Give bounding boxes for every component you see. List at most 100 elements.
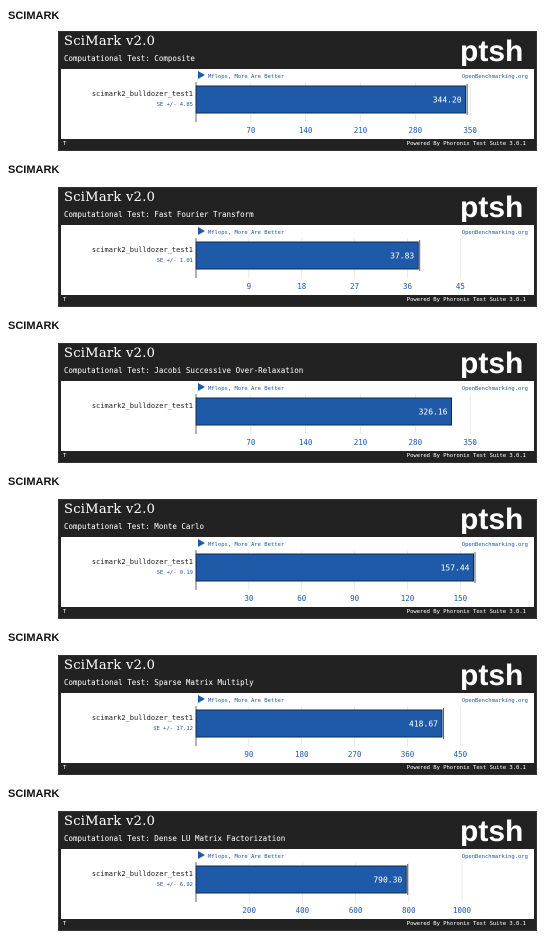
test-name: Computational Test: Fast Fourier Transfo… xyxy=(64,210,254,219)
unit-label: Mflops, More Are Better xyxy=(208,698,285,704)
tick-label: 450 xyxy=(454,750,468,759)
tick-label: 140 xyxy=(299,126,313,135)
benchmark-title: SciMark v2.0 xyxy=(64,814,156,829)
more-is-better-arrow-icon xyxy=(198,383,205,391)
benchmark-panel: SciMark v2.0 Computational Test: Dense L… xyxy=(58,811,537,931)
panel-header: SciMark v2.0 Computational Test: Dense L… xyxy=(59,812,536,848)
panel-footer: T Powered By Phoronix Test Suite 3.0.1 xyxy=(59,920,536,930)
svg-text:ptsh: ptsh xyxy=(460,191,523,222)
tick-label: 400 xyxy=(296,906,310,915)
tick-label: 18 xyxy=(297,282,307,291)
table-toggle[interactable]: T xyxy=(63,765,67,771)
tick-label: 270 xyxy=(348,750,362,759)
panel-footer: T Powered By Phoronix Test Suite 3.0.1 xyxy=(59,452,536,462)
tick-label: 36 xyxy=(403,282,413,291)
tick-label: 150 xyxy=(454,594,468,603)
benchmark-title: SciMark v2.0 xyxy=(64,190,156,205)
table-toggle[interactable]: T xyxy=(63,921,67,927)
svg-text:ptsh: ptsh xyxy=(460,503,523,534)
tick-label: 600 xyxy=(349,906,363,915)
powered-by-text: Powered By Phoronix Test Suite 3.0.1 xyxy=(406,765,526,771)
unit-label: Mflops, More Are Better xyxy=(208,854,285,860)
category-label: scimark2_bulldozer_test1 xyxy=(92,870,193,878)
bar-chart: Mflops, More Are Better OpenBenchmarking.… xyxy=(92,695,528,759)
chart-area: Mflops, More Are Better OpenBenchmarking.… xyxy=(61,69,534,139)
table-toggle[interactable]: T xyxy=(63,297,67,303)
panel-header: SciMark v2.0 Computational Test: Jacobi … xyxy=(59,344,536,380)
tick-label: 210 xyxy=(354,438,368,447)
chart-area: Mflops, More Are Better OpenBenchmarking.… xyxy=(61,693,534,763)
unit-label: Mflops, More Are Better xyxy=(208,542,285,548)
section-heading: SCIMARK xyxy=(8,164,60,176)
tick-label: 90 xyxy=(244,750,254,759)
powered-by-text: Powered By Phoronix Test Suite 3.0.1 xyxy=(406,609,526,615)
tick-label: 140 xyxy=(299,438,313,447)
bar-chart: Mflops, More Are Better OpenBenchmarking.… xyxy=(92,71,528,135)
chart-area: Mflops, More Are Better OpenBenchmarking.… xyxy=(61,849,534,919)
test-name: Computational Test: Composite xyxy=(64,54,195,63)
more-is-better-arrow-icon xyxy=(198,227,205,235)
data-label: 326.16 xyxy=(419,408,448,417)
more-is-better-arrow-icon xyxy=(198,539,205,547)
panel-footer: T Powered By Phoronix Test Suite 3.0.1 xyxy=(59,140,536,150)
test-name: Computational Test: Monte Carlo xyxy=(64,522,204,531)
pts-logo-icon: ptsh xyxy=(460,503,523,534)
tick-label: 70 xyxy=(246,126,256,135)
category-label: scimark2_bulldozer_test1 xyxy=(92,246,193,254)
benchmark-title: SciMark v2.0 xyxy=(64,658,156,673)
se-label: SE +/- 1.01 xyxy=(157,258,193,264)
powered-by-text: Powered By Phoronix Test Suite 3.0.1 xyxy=(406,141,526,147)
section-heading: SCIMARK xyxy=(8,10,60,22)
category-label: scimark2_bulldozer_test1 xyxy=(92,90,193,98)
unit-label: Mflops, More Are Better xyxy=(208,74,285,80)
table-toggle[interactable]: T xyxy=(63,609,67,615)
section-heading: SCIMARK xyxy=(8,476,60,488)
panel-footer: T Powered By Phoronix Test Suite 3.0.1 xyxy=(59,296,536,306)
bar-chart: Mflops, More Are Better OpenBenchmarking.… xyxy=(92,851,528,915)
benchmark-panel: SciMark v2.0 Computational Test: Composi… xyxy=(58,31,537,151)
tick-label: 800 xyxy=(402,906,416,915)
tick-label: 280 xyxy=(409,126,423,135)
tick-label: 90 xyxy=(350,594,360,603)
category-label: scimark2_bulldozer_test1 xyxy=(92,558,193,566)
powered-by-text: Powered By Phoronix Test Suite 3.0.1 xyxy=(406,921,526,927)
test-name: Computational Test: Jacobi Successive Ov… xyxy=(64,366,304,375)
tick-label: 45 xyxy=(456,282,465,291)
pts-logo-icon: ptsh xyxy=(460,347,523,378)
data-label: 790.30 xyxy=(373,876,402,885)
category-label: scimark2_bulldozer_test1 xyxy=(92,402,193,410)
benchmark-title: SciMark v2.0 xyxy=(64,346,156,361)
table-toggle[interactable]: T xyxy=(63,141,67,147)
benchmark-panel: SciMark v2.0 Computational Test: Jacobi … xyxy=(58,343,537,463)
pts-logo-icon: ptsh xyxy=(460,35,523,66)
data-label: 418.67 xyxy=(409,720,438,729)
tick-label: 180 xyxy=(295,750,309,759)
panel-header: SciMark v2.0 Computational Test: Sparse … xyxy=(59,656,536,692)
tick-label: 60 xyxy=(297,594,307,603)
tick-label: 27 xyxy=(350,282,359,291)
bar-chart: Mflops, More Are Better OpenBenchmarking.… xyxy=(92,227,528,291)
svg-text:ptsh: ptsh xyxy=(460,347,523,378)
svg-text:ptsh: ptsh xyxy=(460,815,523,846)
unit-label: Mflops, More Are Better xyxy=(208,230,285,236)
data-label: 157.44 xyxy=(441,564,470,573)
section-heading: SCIMARK xyxy=(8,788,60,800)
tick-label: 9 xyxy=(247,282,252,291)
panel-footer: T Powered By Phoronix Test Suite 3.0.1 xyxy=(59,764,536,774)
benchmark-panel: SciMark v2.0 Computational Test: Sparse … xyxy=(58,655,537,775)
test-name: Computational Test: Dense LU Matrix Fact… xyxy=(64,834,286,843)
svg-text:ptsh: ptsh xyxy=(460,659,523,690)
bar-chart: Mflops, More Are Better OpenBenchmarking.… xyxy=(92,539,528,603)
tick-label: 360 xyxy=(401,750,415,759)
category-label: scimark2_bulldozer_test1 xyxy=(92,714,193,722)
more-is-better-arrow-icon xyxy=(198,851,205,859)
se-label: SE +/- 17.12 xyxy=(153,726,193,732)
tick-label: 70 xyxy=(246,438,256,447)
panel-header: SciMark v2.0 Computational Test: Fast Fo… xyxy=(59,188,536,224)
table-toggle[interactable]: T xyxy=(63,453,67,459)
bar xyxy=(195,709,443,738)
svg-text:ptsh: ptsh xyxy=(460,35,523,66)
data-label: 37.83 xyxy=(390,252,414,261)
chart-area: Mflops, More Are Better OpenBenchmarking.… xyxy=(61,537,534,607)
benchmark-panel: SciMark v2.0 Computational Test: Monte C… xyxy=(58,499,537,619)
